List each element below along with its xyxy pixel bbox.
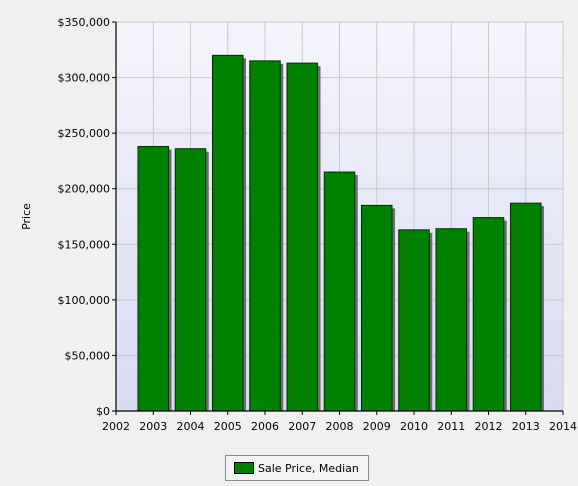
y-tick-label: $350,000	[58, 16, 111, 29]
bar	[509, 202, 542, 412]
legend: Sale Price, Median	[225, 455, 369, 481]
y-tick-label: $100,000	[58, 294, 111, 307]
axes	[112, 21, 564, 415]
x-tick-label: 2014	[549, 420, 577, 433]
legend-label: Sale Price, Median	[258, 461, 359, 475]
bar	[398, 229, 430, 412]
x-tick-label: 2012	[475, 420, 503, 433]
bar	[286, 62, 319, 412]
x-tick-label: 2013	[512, 420, 540, 433]
bar	[360, 204, 393, 412]
bar	[249, 60, 281, 412]
y-tick-label: $200,000	[58, 183, 111, 196]
y-tick-label: $250,000	[58, 127, 111, 140]
x-tick-label: 2006	[251, 420, 279, 433]
bar	[435, 228, 468, 412]
y-tick-label: $300,000	[58, 72, 111, 85]
x-tick-label: 2011	[437, 420, 465, 433]
y-axis-title: Price	[20, 203, 33, 230]
y-tick-label: $50,000	[65, 349, 111, 362]
legend-swatch	[234, 462, 254, 474]
x-tick-label: 2007	[288, 420, 316, 433]
tick-labels: $0 $50,000 $100,000 $150,000 $200,000 $250,00…	[58, 16, 578, 433]
bar	[472, 217, 505, 412]
x-tick-label: 2010	[400, 420, 428, 433]
x-tick-label: 2004	[177, 420, 205, 433]
x-tick-label: 2008	[326, 420, 354, 433]
bars	[137, 54, 545, 412]
x-tick-label: 2002	[102, 420, 130, 433]
x-tick-label: 2003	[139, 420, 167, 433]
x-tick-label: 2005	[214, 420, 242, 433]
x-tick-label: 2009	[363, 420, 391, 433]
bar	[323, 171, 356, 412]
bar	[211, 54, 244, 412]
bar	[174, 148, 207, 412]
y-tick-label: $0	[96, 405, 110, 418]
y-tick-label: $150,000	[58, 238, 111, 251]
bar	[137, 145, 170, 412]
